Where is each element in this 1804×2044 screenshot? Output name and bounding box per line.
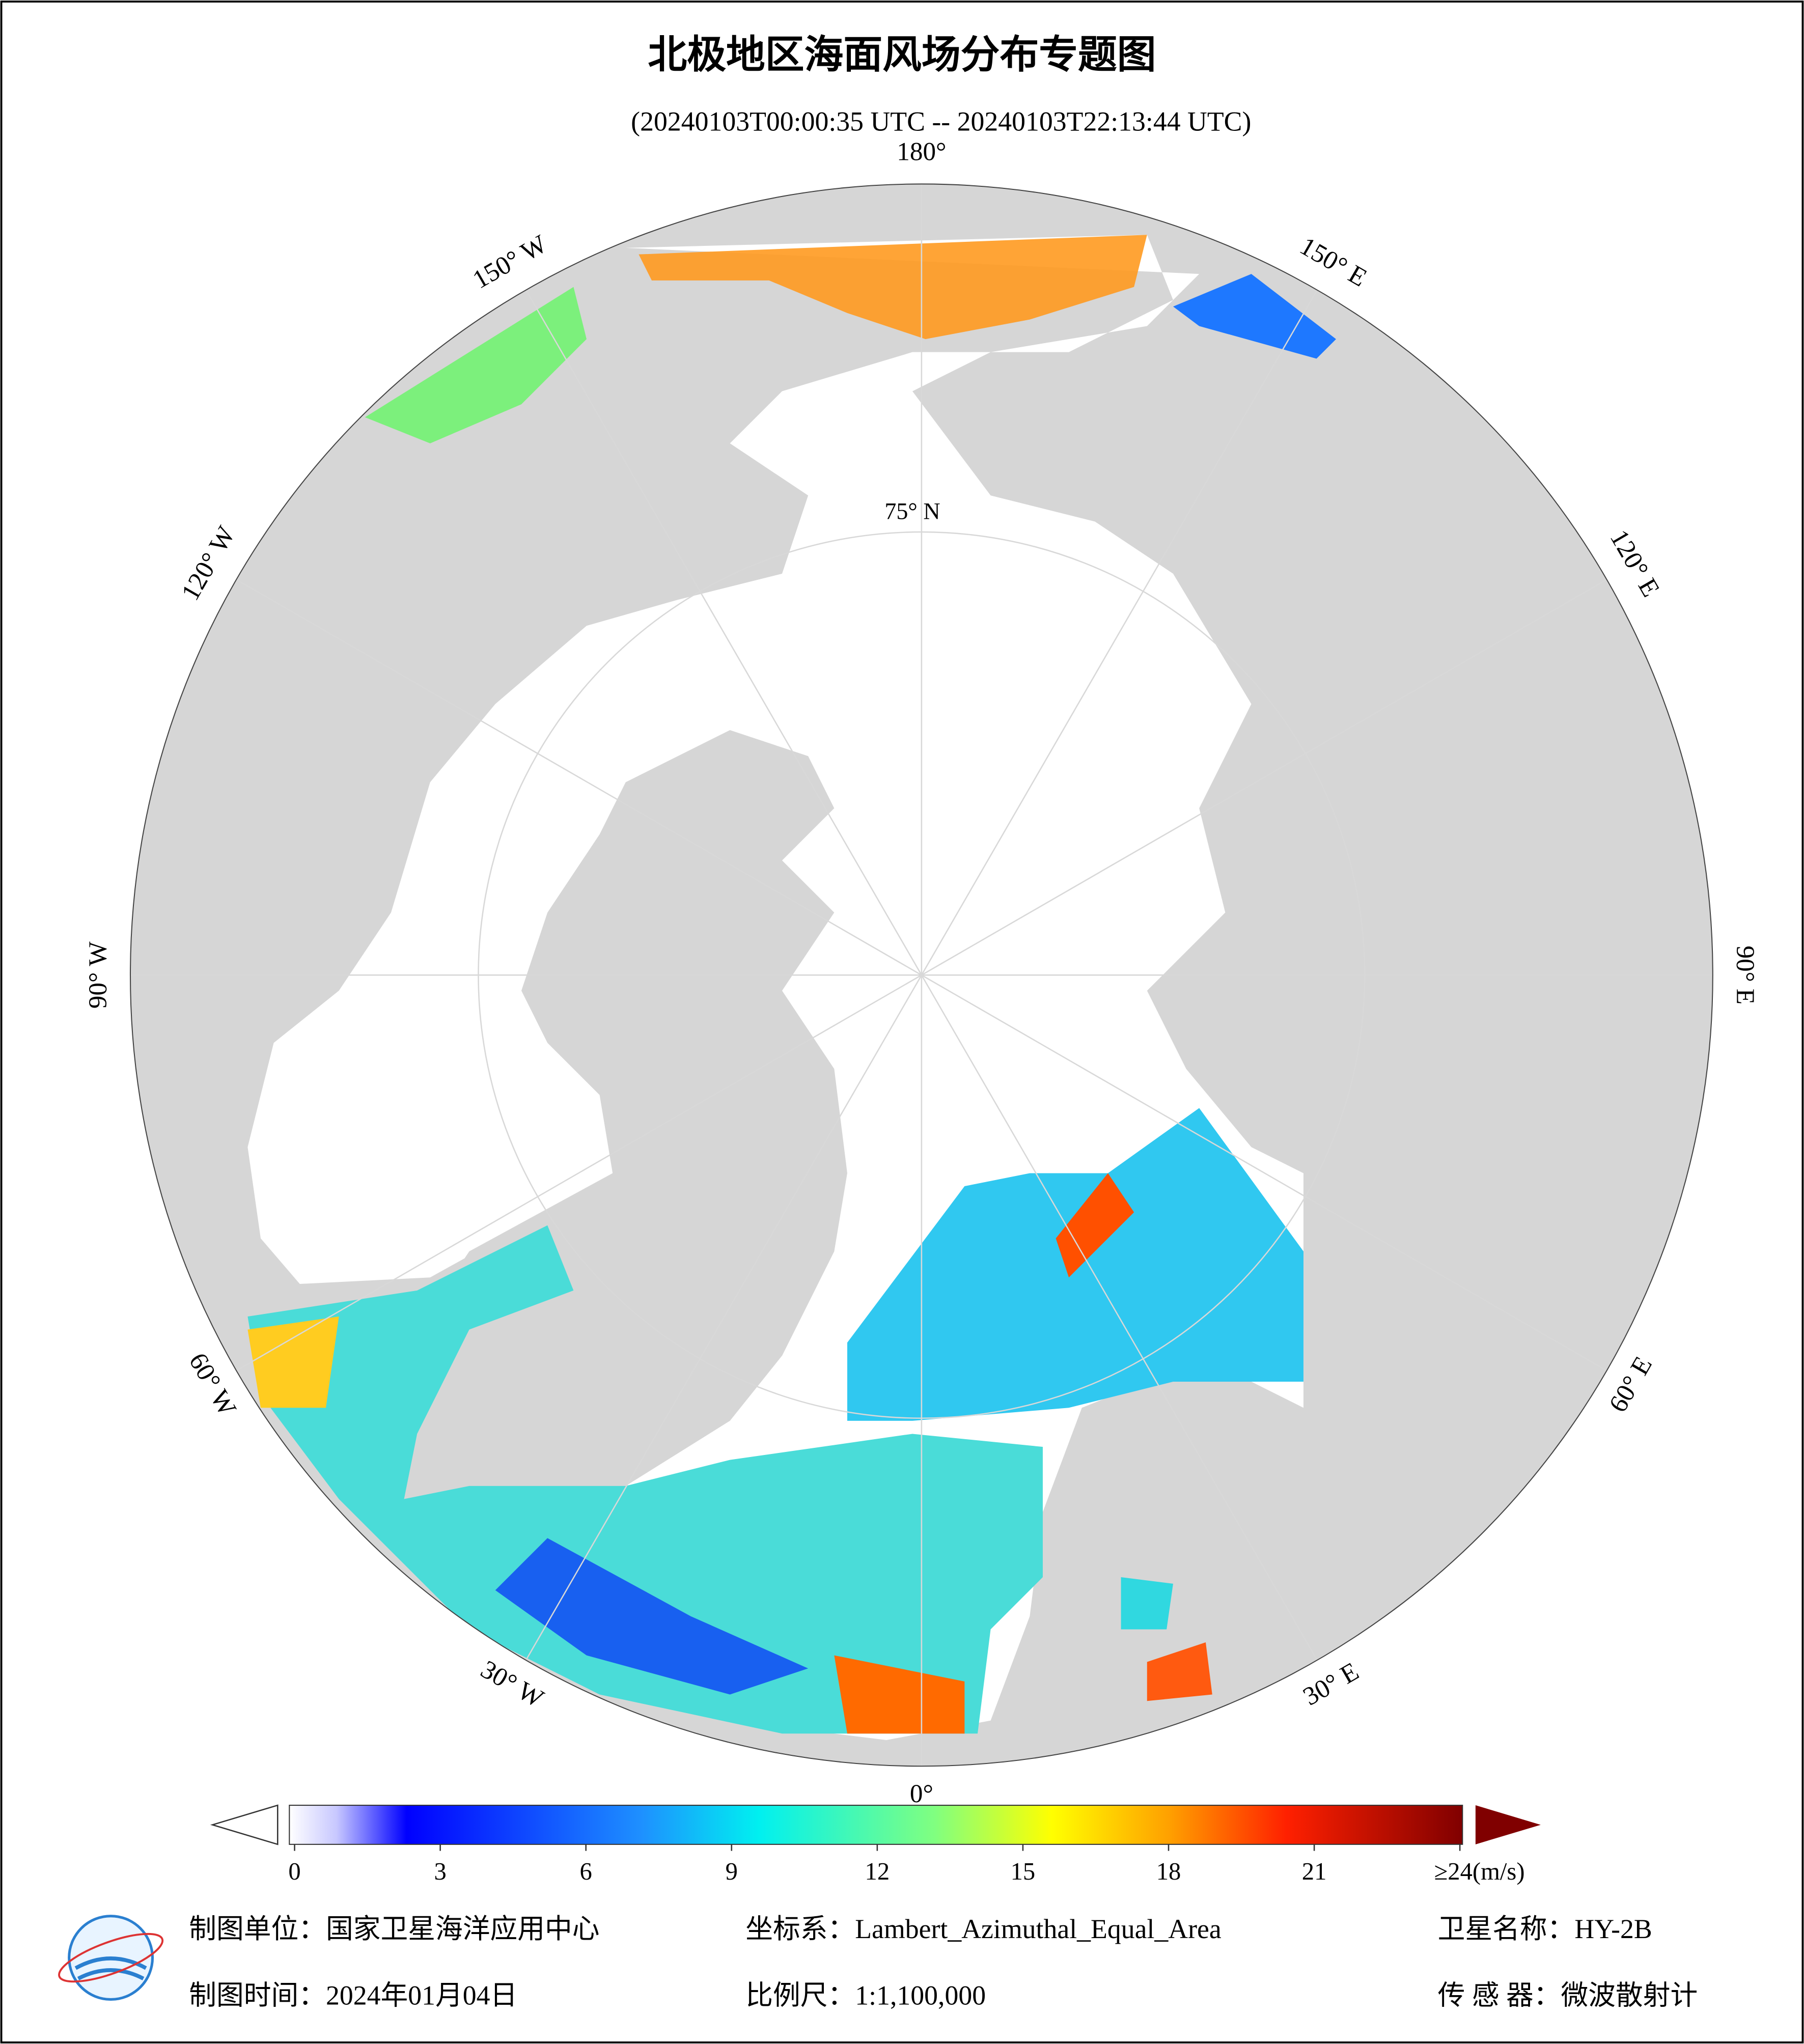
meridian: [921, 974, 1326, 1675]
footer-scale: 比例尺：1:1,100,000: [745, 1980, 986, 2011]
colorbar-tick-label: ≥24(m/s): [1434, 1858, 1525, 1885]
meridian: [221, 974, 922, 1380]
meridian: [921, 974, 1622, 1380]
longitude-label: 0°: [910, 1779, 933, 1808]
footer-crs: 坐标系：Lambert_Azimuthal_Equal_Area: [745, 1914, 1222, 1944]
footer-unit: 制图单位：国家卫星海洋应用中心: [189, 1914, 599, 1944]
colorbar-tick-label: 21: [1302, 1858, 1327, 1885]
latitude-label: 75° N: [884, 498, 940, 524]
meridian: [517, 974, 923, 1675]
wind-swath: [365, 287, 587, 443]
greenland: [391, 1147, 835, 1499]
colorbar-tick-label: 12: [865, 1858, 890, 1885]
wind-swath: [639, 235, 1147, 340]
wind-swath: [834, 1655, 965, 1734]
meridian: [921, 570, 1622, 976]
wind-swath: [247, 1225, 1043, 1734]
colorbar-tick-label: 6: [580, 1858, 592, 1885]
longitude-label: 90° E: [1731, 945, 1760, 1004]
colorbar-tick-label: 18: [1156, 1858, 1181, 1885]
colorbar-tick-label: 15: [1011, 1858, 1036, 1885]
footer-sensor: 传 感 器：微波散射计: [1438, 1980, 1698, 2011]
colorbar-under: [210, 1804, 279, 1845]
logo: [58, 1915, 164, 2001]
footer: 制图单位：国家卫星海洋应用中心 坐标系：Lambert_Azimuthal_Eq…: [189, 1914, 1698, 2011]
colorbar-tick-label: 3: [434, 1858, 446, 1885]
wind-swath: [1121, 1577, 1173, 1630]
colorbar-tick-label: 9: [726, 1858, 738, 1885]
meridian: [921, 275, 1326, 975]
wind-swath: [1056, 1173, 1134, 1278]
title: 北极地区海面风场分布专题图: [648, 33, 1156, 78]
map-border: [129, 183, 1713, 1767]
meridian: [221, 570, 922, 976]
colorbar-over: [1475, 1805, 1541, 1844]
map-body: [130, 184, 1713, 1767]
graticule: [130, 184, 1713, 1767]
colorbar-ramp: [289, 1805, 1463, 1845]
colorbar: 0 3 6 9 12 15 18 21 ≥24(m/s): [210, 1804, 1541, 1885]
longitude-label: 90° W: [84, 941, 113, 1009]
footer-date: 制图时间：2024年01月04日: [189, 1980, 517, 2011]
footer-satellite: 卫星名称：HY-2B: [1438, 1914, 1652, 1944]
meridian: [517, 275, 923, 975]
wind-swath: [247, 1317, 339, 1408]
wind-swath: [1173, 274, 1336, 359]
colorbar-tick-label: 0: [288, 1858, 300, 1885]
longitude-label: 180°: [897, 137, 946, 166]
wind-swath: [1147, 1642, 1212, 1701]
subtitle: (20240103T00:00:35 UTC -- 20240103T22:13…: [631, 106, 1251, 136]
